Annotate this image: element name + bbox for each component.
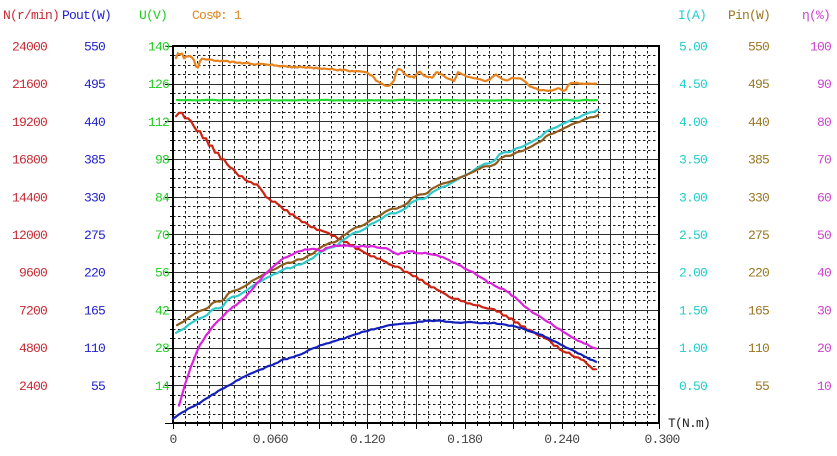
svg-text:Pout(W): Pout(W)	[62, 8, 111, 23]
svg-text:40: 40	[817, 266, 831, 281]
svg-text:I(A): I(A)	[678, 8, 706, 23]
svg-text:3.50: 3.50	[679, 153, 707, 168]
svg-text:7200: 7200	[19, 303, 47, 318]
svg-text:2400: 2400	[19, 379, 47, 394]
svg-text:55: 55	[91, 379, 105, 394]
svg-text:112: 112	[148, 115, 169, 130]
svg-text:4.50: 4.50	[679, 77, 707, 92]
svg-text:110: 110	[84, 341, 105, 356]
svg-text:55: 55	[755, 379, 769, 394]
svg-text:CosΦ: 1: CosΦ: 1	[192, 8, 242, 23]
svg-text:0: 0	[169, 432, 176, 447]
svg-text:η(%): η(%)	[802, 8, 830, 23]
svg-text:0.180: 0.180	[447, 432, 482, 447]
svg-text:495: 495	[84, 77, 105, 92]
svg-text:90: 90	[817, 77, 831, 92]
svg-text:60: 60	[817, 190, 831, 205]
svg-text:14400: 14400	[12, 190, 47, 205]
svg-text:T(N.m): T(N.m)	[668, 416, 710, 431]
svg-text:20: 20	[817, 341, 831, 356]
svg-text:10: 10	[817, 379, 831, 394]
svg-text:4.00: 4.00	[679, 115, 707, 130]
svg-text:42: 42	[155, 303, 169, 318]
svg-text:330: 330	[84, 190, 105, 205]
svg-text:2.00: 2.00	[679, 266, 707, 281]
svg-text:3.00: 3.00	[679, 190, 707, 205]
svg-text:100: 100	[810, 40, 831, 55]
svg-text:84: 84	[155, 190, 170, 205]
svg-text:0.120: 0.120	[350, 432, 385, 447]
svg-text:28: 28	[155, 341, 169, 356]
svg-text:12000: 12000	[12, 228, 47, 243]
svg-text:24000: 24000	[12, 40, 47, 55]
svg-text:98: 98	[155, 153, 169, 168]
svg-text:440: 440	[748, 115, 769, 130]
svg-text:550: 550	[748, 40, 769, 55]
svg-text:0.240: 0.240	[544, 432, 579, 447]
svg-text:140: 140	[148, 40, 169, 55]
svg-text:275: 275	[84, 228, 105, 243]
svg-text:220: 220	[748, 266, 769, 281]
svg-text:70: 70	[817, 153, 831, 168]
svg-text:1.00: 1.00	[679, 341, 707, 356]
svg-text:0.300: 0.300	[644, 432, 679, 447]
svg-text:0.50: 0.50	[679, 379, 707, 394]
svg-text:9600: 9600	[19, 266, 47, 281]
svg-text:4800: 4800	[19, 341, 47, 356]
svg-text:0.060: 0.060	[253, 432, 288, 447]
svg-text:30: 30	[817, 303, 831, 318]
svg-text:440: 440	[84, 115, 105, 130]
svg-text:165: 165	[84, 303, 105, 318]
svg-text:495: 495	[748, 77, 769, 92]
svg-text:220: 220	[84, 266, 105, 281]
svg-text:Pin(W): Pin(W)	[728, 8, 770, 23]
svg-text:56: 56	[155, 266, 169, 281]
svg-text:385: 385	[748, 153, 769, 168]
svg-text:2.50: 2.50	[679, 228, 707, 243]
svg-text:70: 70	[155, 228, 169, 243]
svg-text:1.50: 1.50	[679, 303, 707, 318]
svg-text:16800: 16800	[12, 153, 47, 168]
svg-text:5.00: 5.00	[679, 40, 707, 55]
svg-text:330: 330	[748, 190, 769, 205]
svg-text:165: 165	[748, 303, 769, 318]
svg-text:126: 126	[148, 77, 169, 92]
svg-text:U(V): U(V)	[139, 8, 167, 23]
svg-text:14: 14	[155, 379, 170, 394]
svg-text:110: 110	[748, 341, 769, 356]
svg-text:385: 385	[84, 153, 105, 168]
svg-text:19200: 19200	[12, 115, 47, 130]
svg-text:N(r/min): N(r/min)	[3, 8, 59, 23]
svg-text:21600: 21600	[12, 77, 47, 92]
svg-text:275: 275	[748, 228, 769, 243]
svg-text:50: 50	[817, 228, 831, 243]
svg-text:550: 550	[84, 40, 105, 55]
svg-text:80: 80	[817, 115, 831, 130]
